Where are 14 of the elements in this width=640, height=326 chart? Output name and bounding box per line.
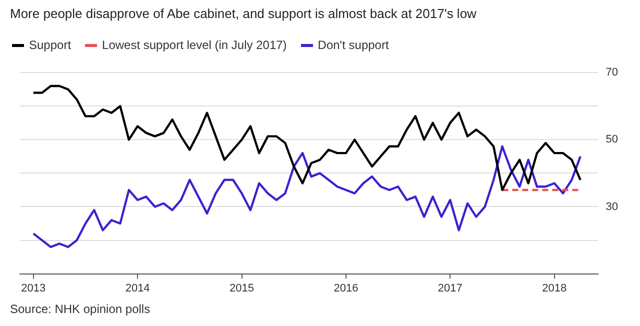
source-note: Source: NHK opinion polls — [10, 302, 150, 316]
y-tick-label: 70 — [606, 66, 618, 79]
y-tick-label: 50 — [606, 134, 618, 146]
x-tick-label: 2013 — [21, 282, 46, 294]
legend-label: Support — [29, 38, 72, 52]
x-tick-label: 2017 — [438, 282, 462, 294]
x-tick-label: 2015 — [230, 282, 254, 294]
legend-label: Don't support — [318, 38, 389, 52]
chart-title: More people disapprove of Abe cabinet, and support is almost back at 2017's low — [10, 6, 476, 21]
x-tick-label: 2018 — [542, 282, 567, 294]
y-tick-label: 30 — [606, 200, 618, 213]
x-tick-label: 2014 — [125, 282, 150, 294]
legend-label: Lowest support level (in July 2017) — [102, 38, 287, 52]
x-tick-label: 2016 — [334, 282, 358, 294]
